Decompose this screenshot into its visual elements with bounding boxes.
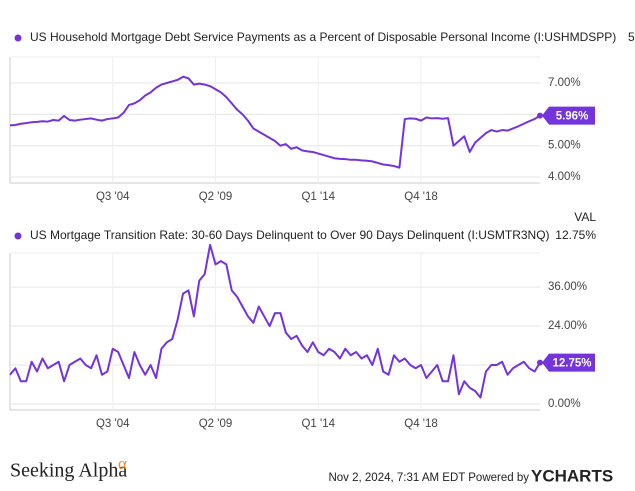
value-header: VAL: [574, 210, 596, 224]
powered-by: YCHARTS: [531, 466, 613, 485]
legend-dot: [14, 34, 22, 42]
brand: Seeking Alpha: [10, 460, 127, 482]
y-tick-label: 0.00%: [548, 398, 581, 410]
latest-value: 12.75%: [555, 228, 596, 242]
x-tick-label: Q2 '09: [199, 418, 233, 430]
value-badge: [542, 353, 595, 372]
legend-dot: [14, 232, 22, 240]
x-tick-label: Q4 '18: [404, 418, 438, 430]
last-point: [537, 112, 543, 119]
y-tick-label: 4.00%: [548, 171, 581, 183]
y-tick-label: 5.00%: [548, 140, 581, 152]
brand-mark: α: [118, 454, 127, 473]
latest-value: 5: [628, 30, 635, 44]
last-point: [537, 359, 543, 366]
legend-label: US Mortgage Transition Rate: 30-60 Days …: [30, 228, 550, 242]
x-tick-label: Q4 '18: [404, 191, 438, 203]
x-tick-label: Q3 '04: [96, 191, 130, 203]
timestamp: Nov 2, 2024, 7:31 AM EDT Powered by: [328, 472, 529, 484]
value-label: 5.96%: [556, 111, 589, 123]
x-tick-label: Q2 '09: [199, 191, 233, 203]
series-line: [9, 75, 541, 169]
y-tick-label: 7.00%: [548, 77, 581, 89]
x-tick-label: Q1 '14: [301, 191, 335, 203]
value-label: 12.75%: [552, 358, 591, 370]
x-tick-label: Q3 '04: [96, 418, 130, 430]
value-badge: [542, 106, 595, 125]
legend-label: US Household Mortgage Debt Service Payme…: [30, 30, 616, 44]
series-line: [9, 243, 541, 399]
y-tick-label: 36.00%: [548, 281, 587, 293]
y-tick-label: 24.00%: [548, 320, 587, 332]
x-tick-label: Q1 '14: [301, 418, 335, 430]
